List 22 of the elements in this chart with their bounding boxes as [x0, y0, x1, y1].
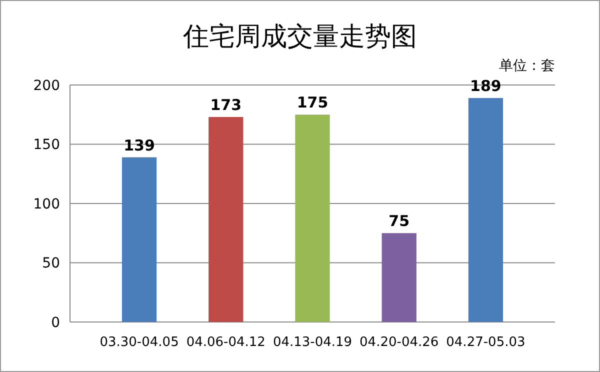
data-label: 139 [124, 136, 155, 154]
data-label: 75 [388, 212, 410, 230]
y-tick-label: 100 [33, 196, 60, 212]
x-tick-label: 03.30-04.05 [100, 335, 179, 350]
chart-title: 住宅周成交量走势图 [182, 22, 417, 52]
data-label: 173 [210, 96, 242, 114]
data-label: 175 [296, 94, 328, 112]
bar [208, 116, 244, 322]
y-tick-label: 50 [42, 256, 60, 272]
y-tick-label: 0 [51, 314, 60, 331]
x-tick-label: 04.13-04.19 [272, 335, 352, 350]
x-tick-label: 04.20-04.26 [360, 335, 439, 350]
data-label: 189 [470, 77, 502, 96]
bar [382, 233, 416, 322]
y-tick-label: 200 [33, 78, 60, 94]
text: 单位：套 [499, 58, 555, 74]
bar [122, 157, 157, 322]
bar [468, 98, 504, 322]
y-tick-label: 150 [33, 137, 60, 154]
x-tick-label: 04.27-05.03 [446, 335, 526, 350]
bar [295, 114, 330, 322]
x-tick-label: 04.06-04.12 [186, 335, 266, 350]
